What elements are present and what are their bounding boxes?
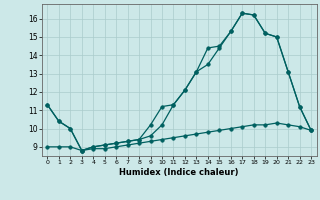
X-axis label: Humidex (Indice chaleur): Humidex (Indice chaleur) [119, 168, 239, 177]
